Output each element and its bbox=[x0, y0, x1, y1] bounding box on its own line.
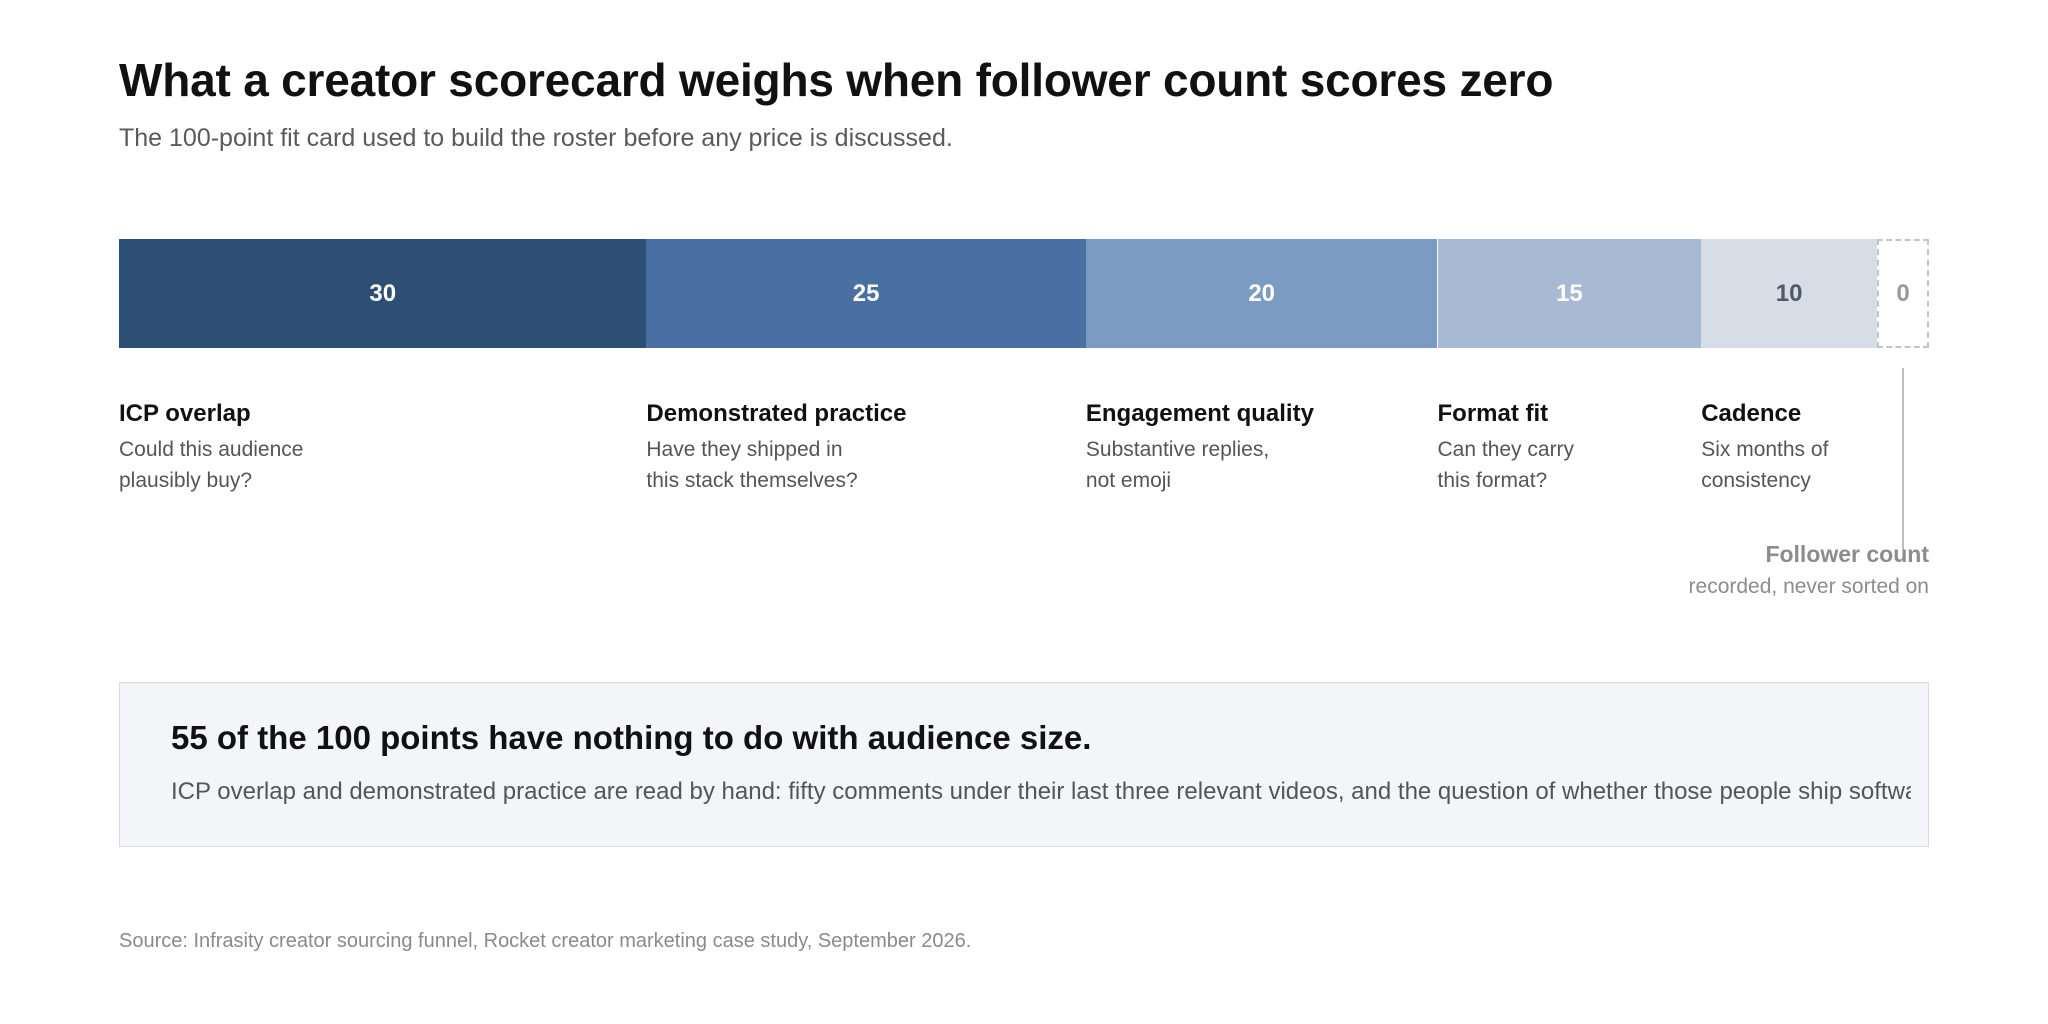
bar-segment-4: 15 bbox=[1437, 239, 1702, 348]
category-description-line: Can they carry bbox=[1437, 438, 1575, 461]
bar-segment-1: 30 bbox=[119, 239, 647, 348]
category-description-line: not emoji bbox=[1085, 469, 1172, 492]
follower-count-leader-line bbox=[1902, 368, 1904, 550]
category-label-3: Engagement quality Substantive replies, no… bbox=[1086, 397, 1314, 496]
category-name: Format fit bbox=[1437, 400, 1549, 427]
category-description-line: plausibly buy? bbox=[119, 469, 253, 492]
category-name: ICP overlap bbox=[119, 400, 251, 427]
stacked-score-bar: 30 25 20 15 10 0 bbox=[119, 239, 1929, 348]
bar-segment-zero: 0 bbox=[1877, 239, 1929, 348]
category-name: Cadence bbox=[1701, 400, 1802, 427]
category-label-2: Demonstrated practice Have they shipped i… bbox=[646, 397, 906, 496]
category-description-line: consistency bbox=[1701, 469, 1811, 492]
follower-count-description: recorded, never sorted on bbox=[1688, 575, 1929, 598]
category-name: Engagement quality bbox=[1085, 400, 1314, 427]
category-description-line: Substantive replies, bbox=[1085, 438, 1270, 461]
category-description: Six months of consistency bbox=[1701, 434, 1828, 496]
category-label-1: ICP overlap Could this audience plausibly … bbox=[119, 397, 303, 496]
category-name: Demonstrated practice bbox=[646, 400, 907, 427]
category-description: Can they carry this format? bbox=[1438, 434, 1575, 496]
category-description-line: this format? bbox=[1437, 469, 1548, 492]
category-label-4: Format fit Can they carry this format? bbox=[1438, 397, 1575, 496]
category-description: Could this audience plausibly buy? bbox=[119, 434, 303, 496]
category-description-line: this stack themselves? bbox=[646, 469, 858, 492]
bar-segment-5: 10 bbox=[1701, 239, 1877, 348]
source-note: Source: Infrasity creator sourcing funne… bbox=[119, 930, 972, 952]
category-description-line: Could this audience bbox=[119, 438, 304, 461]
chart-title: What a creator scorecard weighs when fol… bbox=[119, 54, 1554, 106]
bar-segment-2: 25 bbox=[646, 239, 1086, 348]
follower-count-annotation: Follower count recorded, never sorted on bbox=[1689, 537, 1929, 603]
category-label-5: Cadence Six months of consistency bbox=[1701, 397, 1828, 496]
category-description: Have they shipped in this stack themselve… bbox=[646, 434, 906, 496]
callout-headline: 55 of the 100 points have nothing to do … bbox=[171, 719, 1092, 756]
callout-body: ICP overlap and demonstrated practice ar… bbox=[171, 778, 1911, 805]
category-description-line: Have they shipped in bbox=[646, 438, 843, 461]
category-description: Substantive replies, not emoji bbox=[1086, 434, 1314, 496]
callout-box: 55 of the 100 points have nothing to do … bbox=[119, 682, 1929, 847]
follower-count-label: Follower count bbox=[1765, 541, 1929, 567]
bar-segment-3: 20 bbox=[1085, 239, 1438, 348]
chart-subtitle: The 100-point fit card used to build the… bbox=[119, 124, 953, 152]
category-description-line: Six months of bbox=[1701, 438, 1829, 461]
